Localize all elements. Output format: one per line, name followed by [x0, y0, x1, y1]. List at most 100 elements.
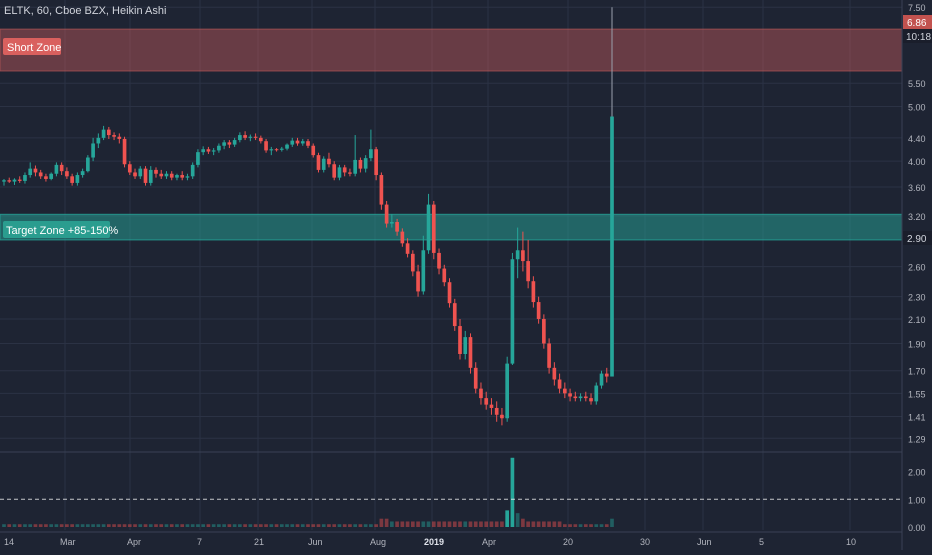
- candle-body: [258, 137, 263, 142]
- candle-body: [180, 175, 185, 178]
- volume-bar: [463, 521, 468, 527]
- volume-bar: [274, 524, 279, 527]
- candle-body: [201, 149, 206, 153]
- volume-bar: [243, 524, 247, 527]
- candle-body: [316, 155, 321, 170]
- volume-bar: [610, 518, 614, 527]
- candle-body: [190, 164, 195, 177]
- volume-bar: [321, 524, 326, 527]
- candle-body: [379, 175, 384, 205]
- candle-body: [390, 222, 394, 224]
- candle-body: [12, 179, 17, 182]
- volume-bar: [101, 524, 106, 527]
- candle-body: [306, 141, 310, 146]
- price-tick-label: 5.00: [908, 103, 926, 113]
- short-zone: [0, 28, 903, 72]
- time-tick-label: 2019: [424, 537, 444, 547]
- candle-body: [17, 179, 22, 181]
- candle-body: [206, 149, 211, 152]
- volume-bar: [290, 524, 295, 527]
- candle-body: [238, 135, 242, 141]
- volume-bar: [369, 524, 373, 527]
- volume-bar: [164, 524, 169, 527]
- volume-bar: [180, 524, 185, 527]
- volume-bar: [80, 524, 85, 527]
- candle-body: [300, 141, 305, 144]
- candle-body: [327, 158, 331, 165]
- volume-bar: [515, 513, 520, 527]
- volume-bar: [248, 524, 253, 527]
- time-tick-label: 30: [640, 537, 650, 547]
- volume-bar: [489, 521, 494, 527]
- volume-bar: [33, 524, 38, 527]
- price-tick-label: 4.40: [908, 134, 926, 144]
- volume-bar: [437, 521, 441, 527]
- volume-bar: [442, 521, 447, 527]
- volume-bar: [604, 524, 609, 527]
- volume-bar: [379, 518, 384, 527]
- short-zone-label-text: Short Zone: [7, 42, 61, 54]
- volume-bar: [500, 521, 504, 527]
- candle-body: [49, 173, 54, 179]
- candle-body: [33, 168, 38, 173]
- symbol-title[interactable]: ELTK, 60, Cboe BZX, Heikin Ashi: [4, 5, 166, 17]
- candle-body: [395, 222, 399, 232]
- candle-body: [164, 173, 169, 177]
- time-axis[interactable]: 14 Mar Apr 7 21 Jun Aug 2019 Apr 20 30 Jun 5 10: [4, 537, 856, 547]
- candle-body: [122, 138, 127, 165]
- volume-bar: [169, 524, 174, 527]
- candle-body: [117, 136, 122, 139]
- candle-body: [452, 303, 457, 327]
- candle-body: [80, 171, 85, 176]
- candle-body: [589, 398, 593, 402]
- volume-tick-label: 2.00: [908, 468, 926, 478]
- candle-body: [531, 281, 536, 303]
- candle-body: [148, 169, 153, 183]
- candle-body: [54, 164, 59, 174]
- volume-bar: [175, 524, 179, 527]
- volume-bar: [138, 524, 143, 527]
- time-tick-label: Apr: [127, 537, 141, 547]
- volume-bar: [279, 524, 284, 527]
- volume-bar: [295, 524, 300, 527]
- volume-axis[interactable]: 2.00 1.00 0.00: [908, 468, 926, 533]
- candle-body: [348, 172, 352, 174]
- candle-body: [75, 175, 80, 183]
- candle-body: [2, 180, 6, 182]
- volume-bar: [238, 524, 242, 527]
- volume-bar: [23, 524, 27, 527]
- volume-bar: [28, 524, 33, 527]
- candle-body: [175, 175, 179, 178]
- candle-body: [285, 144, 289, 149]
- volume-bar: [311, 524, 316, 527]
- volume-bar: [358, 524, 363, 527]
- candle-body: [562, 388, 567, 394]
- volume-bar: [479, 521, 483, 527]
- volume-bar: [458, 521, 462, 527]
- price-zones: [0, 28, 903, 241]
- volume-bar: [185, 524, 190, 527]
- bar-countdown-label: 10:18: [906, 32, 931, 43]
- volume-bar: [65, 524, 69, 527]
- candle-body: [384, 204, 389, 224]
- volume-bar: [578, 524, 583, 527]
- price-tick-label: 2.30: [908, 293, 926, 303]
- candle-body: [217, 145, 221, 151]
- volume-bar: [552, 521, 557, 527]
- candle-body: [38, 172, 43, 177]
- candle-body: [358, 159, 363, 169]
- volume-bar: [258, 524, 263, 527]
- target-price-badge: 2.90: [903, 231, 932, 245]
- volume-bar: [426, 521, 431, 527]
- candle-body: [479, 388, 483, 399]
- short-zone-label: Short Zone: [3, 38, 61, 55]
- price-tick-label: 1.55: [908, 389, 926, 399]
- price-axis[interactable]: 7.50 5.50 5.00 4.40 4.00 3.60 3.20 2.60 2.30 2.10…: [908, 3, 926, 444]
- volume-bar: [363, 524, 368, 527]
- candle-body: [7, 180, 12, 182]
- target-zone-label: Target Zone +85-150%: [3, 221, 118, 238]
- candle-body: [353, 159, 358, 174]
